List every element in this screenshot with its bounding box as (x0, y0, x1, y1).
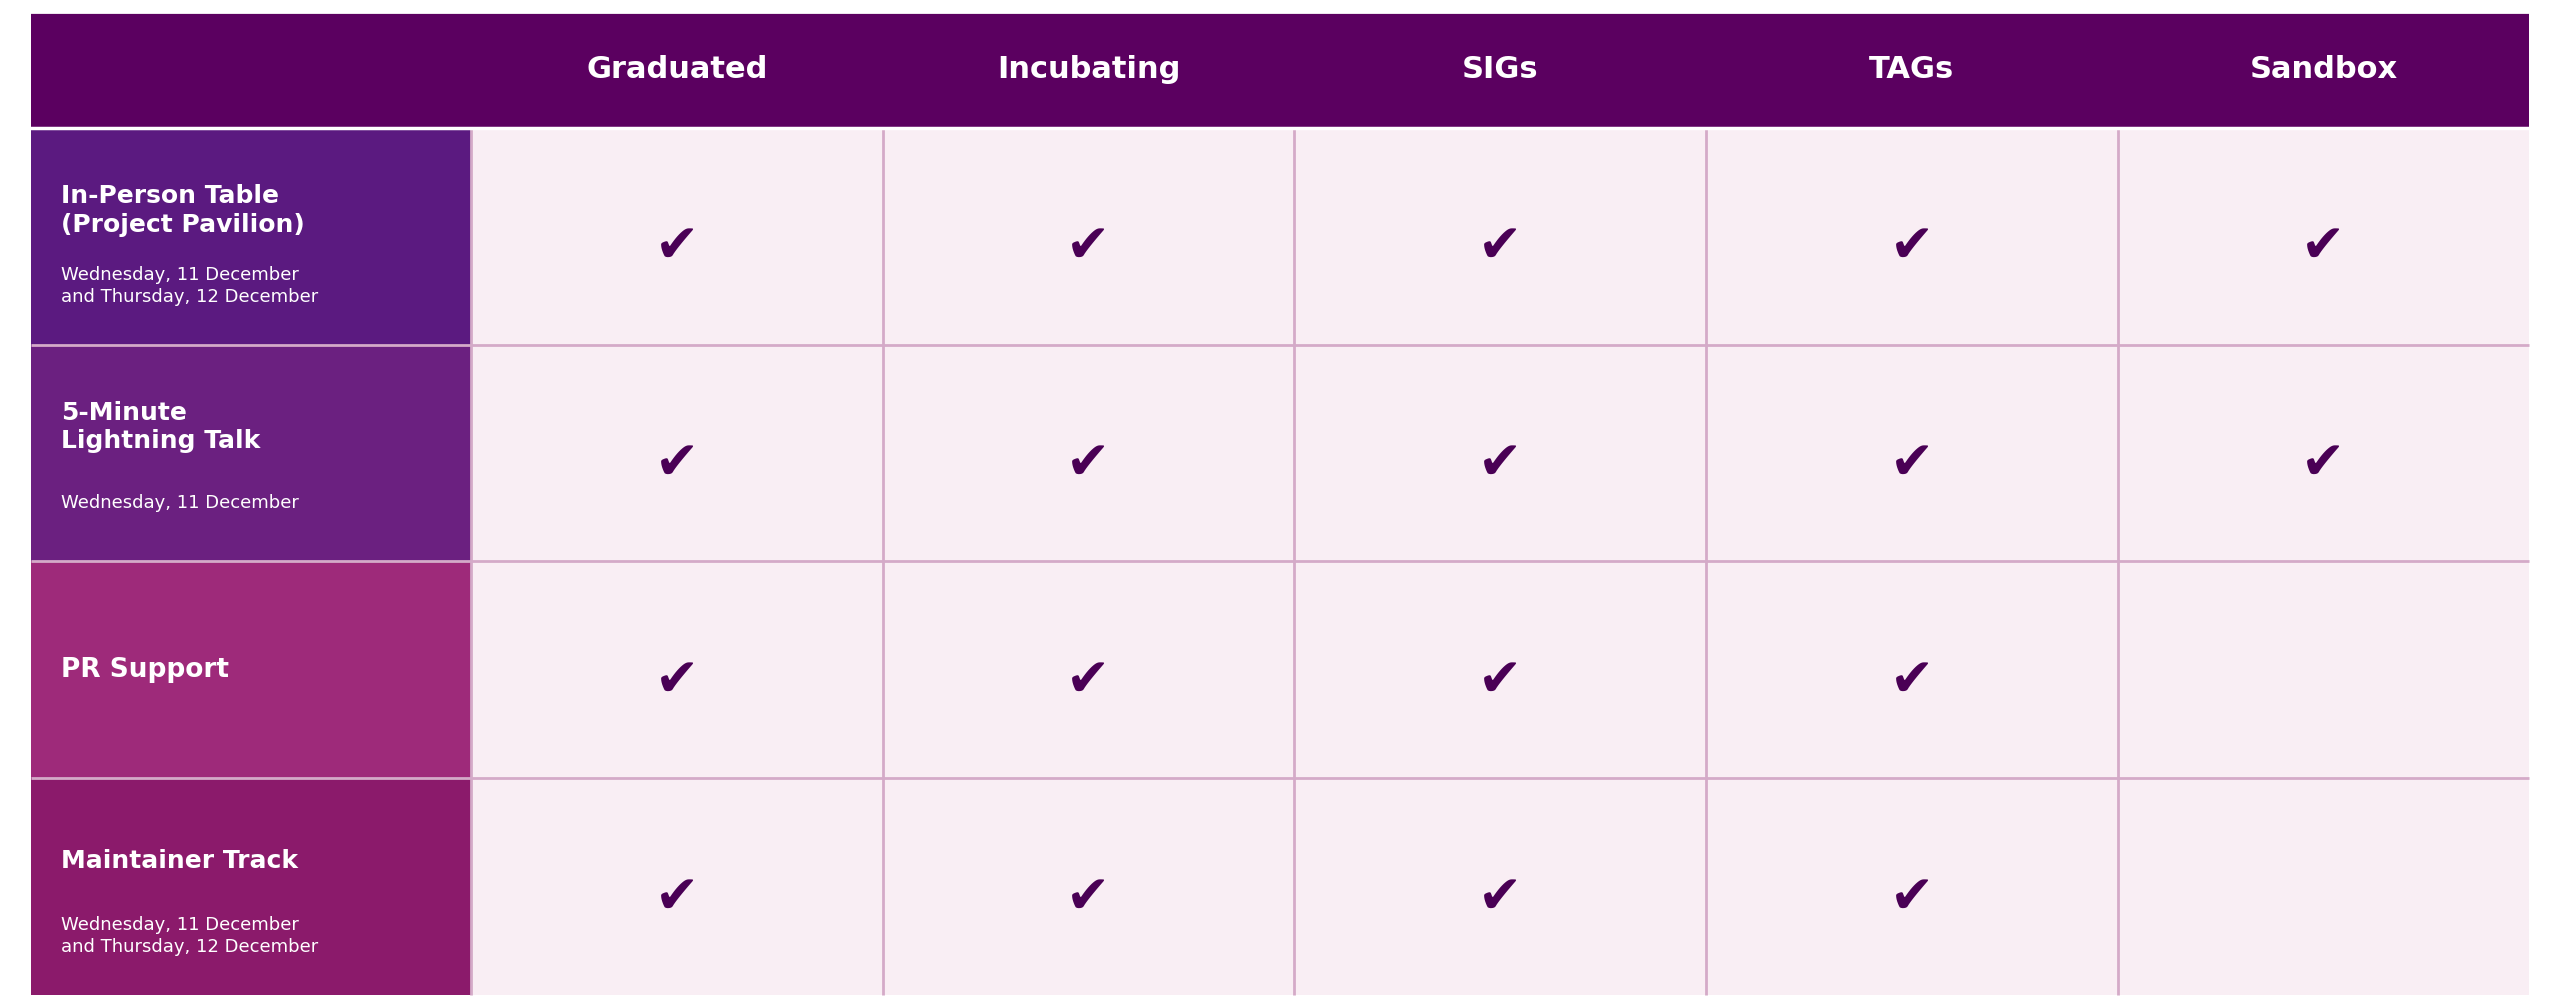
Text: ✔: ✔ (1068, 655, 1111, 707)
Text: ✔: ✔ (1068, 222, 1111, 273)
Text: ✔: ✔ (1889, 871, 1933, 923)
Text: ✔: ✔ (1477, 438, 1523, 489)
FancyBboxPatch shape (471, 128, 883, 344)
Text: ✔: ✔ (2301, 222, 2345, 273)
FancyBboxPatch shape (883, 561, 1295, 778)
FancyBboxPatch shape (471, 778, 883, 995)
Text: PR Support: PR Support (61, 657, 230, 683)
Text: ✔: ✔ (655, 222, 699, 273)
Text: ✔: ✔ (655, 871, 699, 923)
FancyBboxPatch shape (471, 561, 883, 778)
FancyBboxPatch shape (883, 128, 1295, 344)
Text: Wednesday, 11 December
and Thursday, 12 December: Wednesday, 11 December and Thursday, 12 … (61, 266, 317, 306)
Text: 5-Minute
Lightning Talk: 5-Minute Lightning Talk (61, 401, 261, 453)
Text: ✔: ✔ (655, 655, 699, 707)
FancyBboxPatch shape (31, 344, 471, 561)
FancyBboxPatch shape (1705, 344, 2117, 561)
Text: Graduated: Graduated (586, 55, 768, 85)
FancyBboxPatch shape (1295, 128, 1705, 344)
Text: TAGs: TAGs (1869, 55, 1953, 85)
Text: ✔: ✔ (1068, 438, 1111, 489)
FancyBboxPatch shape (1295, 344, 1705, 561)
Text: In-Person Table
(Project Pavilion): In-Person Table (Project Pavilion) (61, 184, 305, 237)
Text: ✔: ✔ (1068, 871, 1111, 923)
Text: Wednesday, 11 December
and Thursday, 12 December: Wednesday, 11 December and Thursday, 12 … (61, 916, 317, 957)
Text: ✔: ✔ (1477, 655, 1523, 707)
FancyBboxPatch shape (1295, 561, 1705, 778)
FancyBboxPatch shape (2117, 778, 2529, 995)
FancyBboxPatch shape (31, 561, 471, 778)
FancyBboxPatch shape (471, 344, 883, 561)
FancyBboxPatch shape (1295, 778, 1705, 995)
Text: ✔: ✔ (1889, 438, 1933, 489)
FancyBboxPatch shape (883, 344, 1295, 561)
Text: ✔: ✔ (1477, 871, 1523, 923)
Text: Wednesday, 11 December: Wednesday, 11 December (61, 493, 300, 512)
FancyBboxPatch shape (2117, 561, 2529, 778)
Text: Sandbox: Sandbox (2250, 55, 2399, 85)
Text: ✔: ✔ (1889, 655, 1933, 707)
Text: ✔: ✔ (655, 438, 699, 489)
FancyBboxPatch shape (1705, 128, 2117, 344)
Text: SIGs: SIGs (1462, 55, 1539, 85)
Text: ✔: ✔ (1889, 222, 1933, 273)
FancyBboxPatch shape (1705, 561, 2117, 778)
FancyBboxPatch shape (31, 12, 2529, 128)
Text: ✔: ✔ (1477, 222, 1523, 273)
Text: ✔: ✔ (2301, 438, 2345, 489)
FancyBboxPatch shape (2117, 344, 2529, 561)
FancyBboxPatch shape (1705, 778, 2117, 995)
Text: Maintainer Track: Maintainer Track (61, 849, 300, 872)
FancyBboxPatch shape (31, 128, 471, 344)
Text: Incubating: Incubating (996, 55, 1180, 85)
FancyBboxPatch shape (31, 778, 471, 995)
FancyBboxPatch shape (2117, 128, 2529, 344)
FancyBboxPatch shape (883, 778, 1295, 995)
